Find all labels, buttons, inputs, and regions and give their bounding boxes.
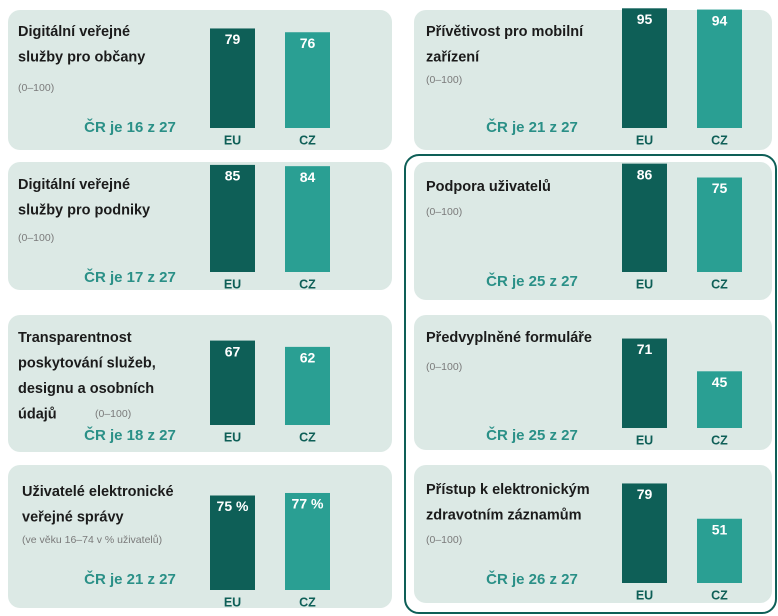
value-label: 95 (637, 11, 653, 27)
value-label: 75 (712, 180, 728, 196)
bar (285, 32, 330, 128)
subtitle: (0–100) (18, 82, 54, 94)
bar (285, 166, 330, 272)
panel-title: Přívětivost pro mobilní (426, 24, 584, 40)
value-label: 79 (225, 31, 241, 47)
value-label: 79 (637, 486, 653, 502)
panel-title: Digitální veřejné (18, 24, 130, 40)
value-label: 94 (712, 12, 728, 28)
subtitle: (0–100) (95, 408, 131, 420)
panel-title: zařízení (426, 49, 480, 65)
category-label: EU (224, 595, 241, 609)
value-label: 84 (300, 169, 316, 185)
value-label: 62 (300, 350, 316, 366)
rank: ČR je 16 z 27 (84, 118, 176, 136)
panel-title: poskytování služeb, (18, 355, 156, 371)
category-label: EU (224, 133, 241, 147)
category-label: CZ (299, 595, 316, 609)
bar (210, 495, 255, 590)
value-label: 67 (225, 343, 241, 359)
panel (414, 10, 772, 150)
value-label: 85 (225, 168, 241, 184)
category-label: CZ (711, 433, 728, 447)
value-label: 45 (712, 374, 728, 390)
panel-title: designu a osobních (18, 381, 154, 397)
category-label: EU (636, 133, 653, 147)
subtitle: (0–100) (426, 534, 462, 546)
panel-title: Podpora uživatelů (426, 179, 551, 195)
bar (285, 492, 330, 590)
bar (210, 164, 255, 272)
value-label: 75 % (217, 498, 249, 514)
group-frame (404, 154, 777, 614)
rank: ČR je 17 z 27 (84, 268, 176, 286)
subtitle: (0–100) (426, 206, 462, 218)
category-label: EU (224, 277, 241, 291)
value-label: 71 (637, 341, 653, 357)
category-label: CZ (711, 588, 728, 602)
panel-title: služby pro občany (18, 49, 145, 65)
bar (622, 163, 667, 272)
subtitle: (0–100) (18, 232, 54, 244)
value-label: 51 (712, 521, 728, 537)
bar (622, 483, 667, 583)
category-label: CZ (299, 277, 316, 291)
bar (697, 177, 742, 272)
bar (697, 518, 742, 583)
bar (622, 8, 667, 128)
category-label: EU (224, 430, 241, 444)
value-label: 76 (300, 35, 316, 51)
bar (210, 28, 255, 128)
rank: ČR je 18 z 27 (84, 426, 176, 444)
rank: ČR je 25 z 27 (486, 426, 578, 444)
category-label: CZ (711, 133, 728, 147)
panel-title: Transparentnost (18, 330, 132, 346)
subtitle: (0–100) (426, 74, 462, 86)
panel (414, 465, 772, 603)
category-label: EU (636, 588, 653, 602)
bar (285, 346, 330, 425)
panel-title: Přístup k elektronickým (426, 482, 590, 498)
value-label: 77 % (292, 496, 324, 512)
panel (414, 162, 772, 300)
bar (697, 9, 742, 129)
panel-title: Digitální veřejné (18, 177, 130, 193)
bar (622, 338, 667, 428)
panel-title: zdravotním záznamům (426, 507, 582, 523)
bar (210, 340, 255, 425)
panel-title: veřejné správy (22, 509, 124, 525)
rank: ČR je 25 z 27 (486, 272, 578, 290)
panel (414, 315, 772, 450)
panel-title: služby pro podniky (18, 202, 150, 218)
category-label: CZ (299, 133, 316, 147)
category-label: CZ (711, 277, 728, 291)
subtitle: (ve věku 16–74 v % uživatelů) (22, 534, 162, 546)
panel-title: Předvyplněné formuláře (426, 330, 592, 346)
value-label: 86 (637, 166, 653, 182)
rank: ČR je 21 z 27 (84, 570, 176, 588)
panel-title: údajů (18, 406, 57, 422)
bar (697, 371, 742, 428)
rank: ČR je 26 z 27 (486, 570, 578, 588)
panel-title: Uživatelé elektronické (22, 484, 174, 500)
category-label: CZ (299, 430, 316, 444)
rank: ČR je 21 z 27 (486, 118, 578, 136)
subtitle: (0–100) (426, 361, 462, 373)
category-label: EU (636, 433, 653, 447)
category-label: EU (636, 277, 653, 291)
